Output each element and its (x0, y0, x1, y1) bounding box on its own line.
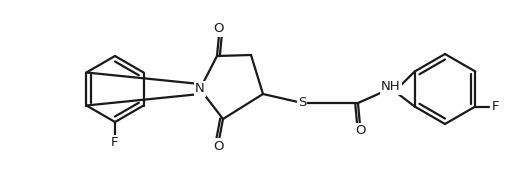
Text: NH: NH (381, 80, 401, 93)
Text: F: F (491, 100, 499, 113)
Text: N: N (195, 82, 205, 96)
Text: O: O (214, 140, 224, 153)
Text: S: S (298, 96, 306, 109)
Text: O: O (214, 22, 224, 35)
Text: O: O (355, 124, 365, 137)
Text: F: F (111, 137, 119, 150)
